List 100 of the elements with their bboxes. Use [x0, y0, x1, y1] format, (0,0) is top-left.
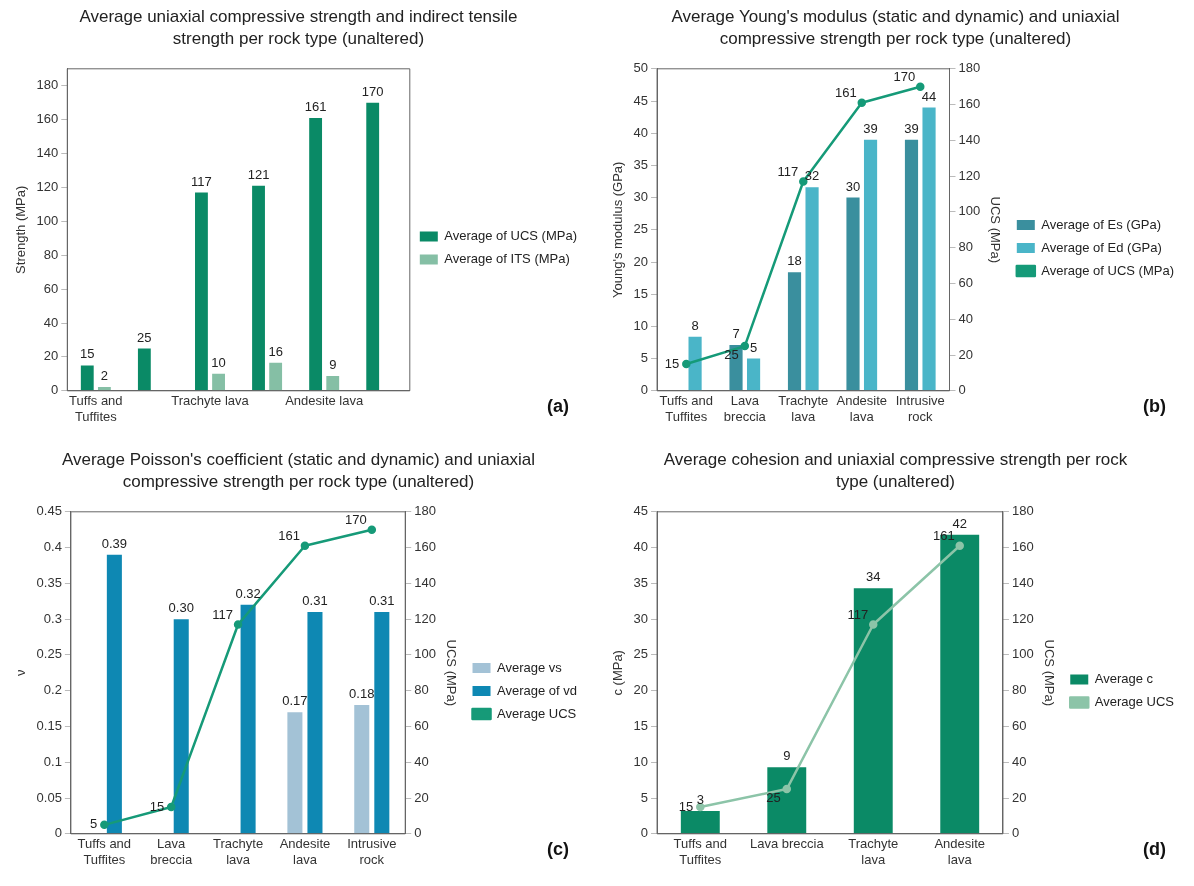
y2-tick-label: 40	[958, 310, 973, 326]
y2-tick-label: 120	[1011, 610, 1034, 626]
y2-tick-label: 0	[958, 382, 966, 398]
bar	[680, 810, 720, 834]
x-tick-label: Intrusive rock	[347, 836, 397, 867]
chart-title: Average cohesion and uniaxial compressive strength per rock type (unaltered)	[662, 449, 1129, 493]
y2-tick-label: 80	[414, 682, 429, 698]
chart-title: Average Young's modulus (static and dynamic) and uniaxial compressive strength per rock type (unaltered)	[670, 6, 1121, 50]
y2-axis-title: UCS (MPa)	[444, 639, 460, 707]
y-axis-title: ν	[13, 669, 29, 677]
y2-tick-label: 160	[414, 539, 436, 555]
point	[233, 620, 243, 629]
bar	[688, 336, 702, 391]
y2-tick-label: 120	[414, 610, 436, 626]
point	[916, 82, 925, 91]
y2-tick-label: 140	[414, 574, 436, 590]
x-tick-label: Andesite lava	[836, 393, 888, 424]
data-label: 15	[149, 798, 165, 814]
y-tick-label: 140	[36, 145, 59, 161]
bar	[326, 376, 340, 391]
y2-tick-label: 160	[1011, 539, 1034, 555]
point	[955, 541, 964, 551]
data-label: 0.31	[369, 593, 395, 609]
data-label: 170	[361, 83, 384, 99]
data-label: 34	[866, 569, 881, 585]
y-tick-label: 0.2	[43, 682, 62, 698]
point	[682, 359, 691, 369]
data-label: 0.18	[349, 686, 375, 702]
x-tick-label: Tuffs and Tuffites	[673, 836, 728, 867]
bar	[80, 365, 94, 391]
y2-tick-label: 80	[1011, 682, 1027, 698]
y-tick-label: 20	[633, 253, 649, 269]
y-axis-title: Young's modulus (GPa)	[610, 161, 626, 299]
y-tick-label: 5	[640, 789, 649, 805]
legend-label: Average vs	[497, 659, 563, 675]
legend-label: Average UCS	[497, 705, 577, 721]
bar	[195, 192, 208, 391]
data-label: 3	[696, 791, 704, 807]
y-tick-label: 50	[633, 60, 649, 76]
x-tick-label: Tuffs and Tuffites	[69, 393, 123, 424]
y-tick-label: 0	[640, 382, 649, 398]
y2-tick-label: 20	[414, 789, 429, 805]
y2-tick-label: 120	[958, 167, 981, 183]
bar	[846, 197, 860, 391]
y2-tick-label: 40	[1011, 753, 1027, 769]
bar	[212, 373, 225, 391]
y-tick-label: 0	[54, 825, 62, 841]
legend-label: Average of ITS (MPa)	[444, 251, 570, 267]
y-tick-label: 10	[633, 753, 649, 769]
x-tick-label: Tuffs and Tuffites	[77, 836, 132, 867]
point	[300, 541, 310, 551]
point	[857, 98, 867, 108]
data-label: 9	[329, 357, 337, 373]
x-tick-label: Lava breccia	[150, 836, 193, 867]
data-label: 0.39	[101, 535, 128, 551]
bar	[287, 712, 303, 834]
bar	[252, 185, 265, 391]
point	[740, 341, 750, 351]
y2-tick-label: 100	[958, 203, 981, 219]
bar	[904, 139, 919, 391]
point	[166, 802, 176, 812]
data-label: 117	[212, 606, 234, 622]
data-label: 161	[304, 99, 327, 115]
bar	[240, 604, 256, 834]
data-label: 9	[783, 748, 791, 764]
legend-label: Average UCS	[1094, 694, 1175, 710]
y2-tick-label: 20	[958, 346, 973, 362]
data-label: 18	[787, 253, 802, 269]
bar	[805, 187, 819, 391]
y-tick-label: 0.4	[43, 539, 62, 555]
y-tick-label: 35	[633, 574, 649, 590]
x-tick-label: Trachyte lava	[213, 836, 264, 867]
bar	[787, 272, 802, 391]
data-label: 7	[732, 326, 740, 342]
data-label: 5	[90, 816, 98, 832]
y-tick-label: 60	[43, 280, 59, 296]
y-tick-label: 15	[633, 285, 649, 301]
y-tick-label: 180	[36, 77, 59, 93]
y2-tick-label: 60	[958, 275, 973, 291]
y2-axis-title: UCS (MPa)	[988, 196, 1004, 264]
y2-tick-label: 180	[1011, 503, 1034, 519]
y2-tick-label: 20	[1011, 789, 1027, 805]
bar	[922, 107, 936, 391]
bar	[374, 611, 390, 834]
data-label: 2	[100, 367, 109, 383]
bar	[767, 767, 807, 834]
legend-label: Average of UCS (MPa)	[1041, 262, 1175, 278]
data-label: 39	[863, 120, 878, 136]
y-tick-label: 0.25	[36, 646, 62, 662]
y2-tick-label: 180	[414, 503, 436, 519]
bar	[354, 705, 370, 834]
data-label: 30	[845, 178, 861, 194]
x-tick-label: Trachyte lava	[848, 836, 899, 867]
point	[869, 620, 878, 629]
y-tick-label: 15	[633, 718, 649, 734]
data-label: 170	[345, 511, 367, 527]
y-tick-label: 20	[43, 348, 59, 364]
text: (c)	[547, 839, 569, 860]
text: (a)	[547, 396, 569, 417]
y-tick-label: 20	[633, 682, 649, 698]
